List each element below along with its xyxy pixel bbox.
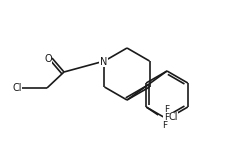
Text: F: F bbox=[164, 113, 169, 121]
Text: F: F bbox=[162, 120, 167, 130]
Text: Cl: Cl bbox=[168, 112, 178, 122]
Text: O: O bbox=[44, 54, 52, 64]
Text: Cl: Cl bbox=[12, 83, 22, 93]
Text: N: N bbox=[100, 57, 107, 67]
Text: F: F bbox=[164, 105, 169, 113]
